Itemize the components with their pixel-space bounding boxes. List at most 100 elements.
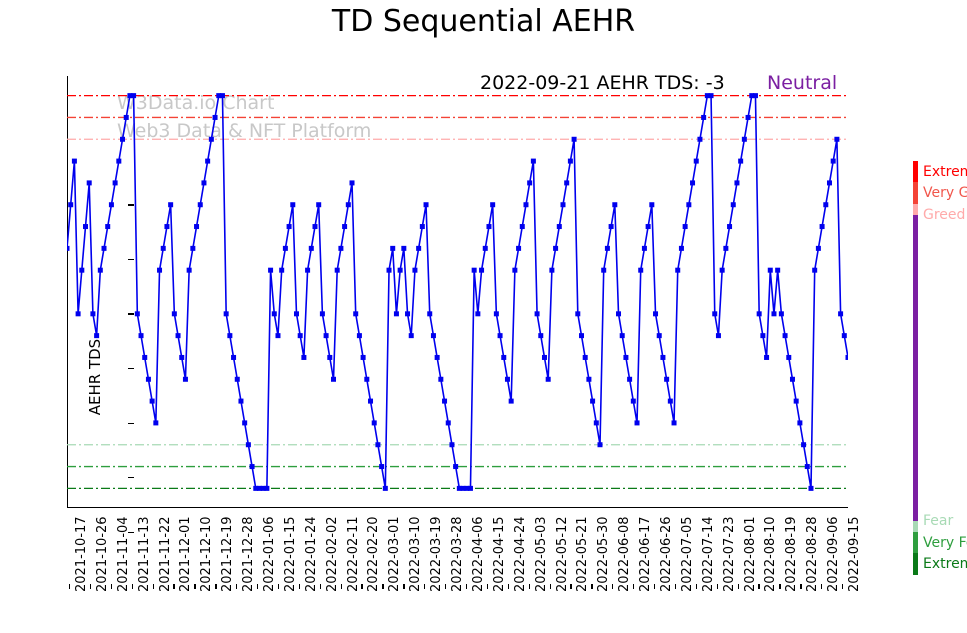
current-value-annotation: 2022-09-21 AEHR TDS: -3 <box>480 72 725 94</box>
data-point-marker <box>79 267 85 273</box>
data-point-marker <box>434 354 440 360</box>
data-point-marker <box>405 311 411 317</box>
data-point-marker <box>538 333 544 339</box>
data-point-marker <box>442 398 448 404</box>
x-tick-label: 2022-06-08 <box>617 516 633 592</box>
data-point-marker <box>271 311 277 317</box>
x-tick-label: 2022-04-24 <box>512 516 528 592</box>
data-point-marker <box>719 267 725 273</box>
data-point-marker <box>286 224 292 230</box>
x-tick-label: 2022-02-02 <box>324 516 340 592</box>
data-point-marker <box>723 245 729 251</box>
data-point-marker <box>342 224 348 230</box>
data-point-marker <box>675 267 681 273</box>
data-point-marker <box>301 354 307 360</box>
zone-label: Very Greed <box>923 185 967 202</box>
data-point-marker <box>142 354 148 360</box>
zone-color-swatch <box>913 553 918 576</box>
data-point-marker <box>275 333 281 339</box>
x-tick-label: 2021-12-10 <box>199 516 215 592</box>
data-point-marker <box>775 267 781 273</box>
x-tick-label: 2022-05-30 <box>596 516 612 592</box>
data-point-marker <box>456 485 462 491</box>
data-point-marker <box>512 267 518 273</box>
y-tick-mark <box>128 368 134 370</box>
data-point-marker <box>819 224 825 230</box>
data-point-marker <box>530 158 536 164</box>
data-point-marker <box>153 420 159 426</box>
x-tick-label: 2021-11-13 <box>136 516 152 592</box>
data-point-marker <box>527 180 533 186</box>
data-point-marker <box>479 267 485 273</box>
data-point-marker <box>482 245 488 251</box>
data-point-marker <box>75 311 81 317</box>
zone-label: Very Fear <box>923 534 967 551</box>
data-point-marker <box>571 136 577 142</box>
data-point-marker <box>186 267 192 273</box>
data-point-marker <box>653 311 659 317</box>
data-point-marker <box>149 398 155 404</box>
data-point-marker <box>830 158 836 164</box>
x-tick-mark <box>69 584 71 589</box>
data-point-marker <box>545 376 551 382</box>
x-tick-mark <box>277 584 280 589</box>
data-point-marker <box>834 136 840 142</box>
x-tick-mark <box>298 584 301 589</box>
y-tick-mark <box>128 422 134 424</box>
data-point-marker <box>764 354 770 360</box>
x-tick-label: 2022-08-01 <box>742 516 758 592</box>
data-point-marker <box>416 245 422 251</box>
x-tick-label: 2021-12-19 <box>220 516 236 592</box>
series-canvas <box>67 93 848 491</box>
data-point-marker <box>727 224 733 230</box>
data-point-marker <box>375 442 381 448</box>
data-point-marker <box>368 398 374 404</box>
x-tick-mark <box>591 584 593 589</box>
data-point-marker <box>612 202 618 208</box>
x-tick-mark <box>236 584 238 589</box>
x-tick-mark <box>779 584 781 589</box>
data-point-marker <box>604 245 610 251</box>
data-point-marker <box>693 158 699 164</box>
x-tick-mark <box>89 584 92 589</box>
data-point-marker <box>690 180 696 186</box>
data-point-marker <box>105 224 111 230</box>
data-point-marker <box>290 202 296 208</box>
x-tick-label: 2022-07-14 <box>700 516 716 592</box>
data-point-marker <box>86 180 92 186</box>
x-tick-label: 2022-07-23 <box>721 516 737 592</box>
x-tick-label: 2022-03-01 <box>387 516 403 592</box>
data-point-marker <box>212 114 218 120</box>
x-tick-label: 2022-08-28 <box>805 516 821 592</box>
x-tick-mark <box>319 584 321 589</box>
data-point-marker <box>560 202 566 208</box>
data-point-marker <box>712 311 718 317</box>
x-tick-label: 2022-02-20 <box>366 516 382 592</box>
data-point-marker <box>90 311 96 317</box>
data-point-marker <box>749 93 755 99</box>
data-point-marker <box>660 354 666 360</box>
regime-label: Neutral <box>767 72 838 94</box>
x-tick-mark <box>215 584 217 589</box>
data-point-marker <box>490 202 496 208</box>
x-tick-label: 2022-05-21 <box>575 516 591 592</box>
data-point-marker <box>793 398 799 404</box>
data-point-marker <box>601 267 607 273</box>
data-point-marker <box>408 333 414 339</box>
data-point-marker <box>664 376 670 382</box>
x-tick-mark <box>653 584 656 589</box>
data-point-marker <box>467 485 473 491</box>
x-tick-mark <box>382 584 384 589</box>
data-point-marker <box>730 202 736 208</box>
y-tick-mark <box>128 477 134 479</box>
zone-label: Greed <box>923 207 966 224</box>
data-point-marker <box>771 311 777 317</box>
data-point-marker <box>564 180 570 186</box>
x-tick-label: 2022-06-26 <box>658 516 674 592</box>
series-line <box>67 94 848 490</box>
x-tick-mark <box>758 584 760 589</box>
zone-color-swatch <box>913 182 918 205</box>
data-point-marker <box>112 180 118 186</box>
data-point-marker <box>593 420 599 426</box>
